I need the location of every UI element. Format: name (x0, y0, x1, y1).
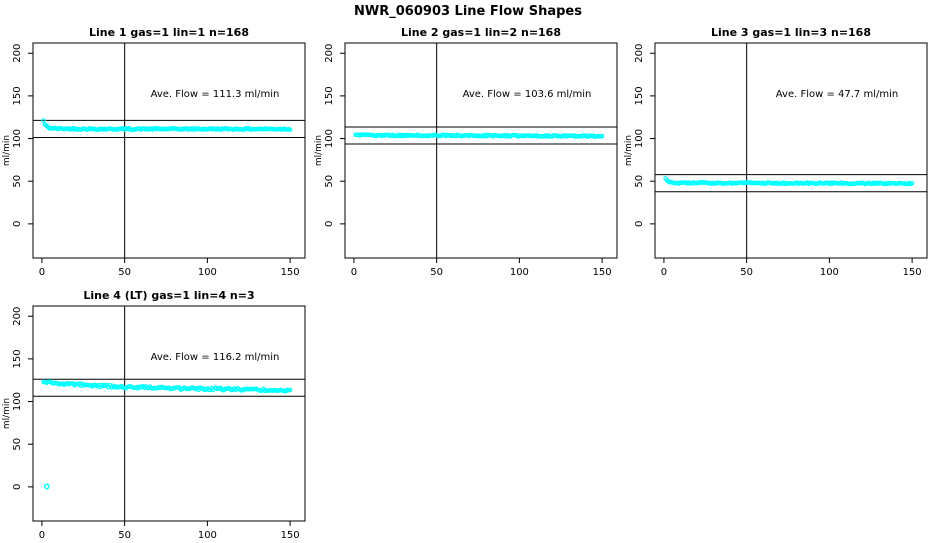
panel-title: Line 4 (LT) gas=1 lin=4 n=3 (83, 289, 254, 302)
y-tick-label: 0 (634, 221, 645, 227)
y-tick-label: 150 (12, 349, 23, 368)
avg-flow-label: Ave. Flow = 111.3 ml/min (151, 89, 280, 100)
panel-1-chart: Line 1 gas=1 lin=1 n=168 0 50 100 150 0 50 100 1… (2, 26, 306, 278)
x-tick-label: 150 (593, 267, 612, 278)
panel-2-chart: Line 2 gas=1 lin=2 n=168 0 50 100 150 0 50 100 1… (314, 26, 618, 278)
x-tick-label: 100 (820, 267, 839, 278)
panel-title: Line 2 gas=1 lin=2 n=168 (401, 26, 561, 39)
y-tick-label: 100 (12, 392, 23, 411)
y-axis-label: ml/min (2, 135, 12, 166)
avg-flow-label: Ave. Flow = 47.7 ml/min (776, 89, 898, 100)
x-tick-label: 0 (661, 267, 667, 278)
x-tick-label: 150 (281, 267, 300, 278)
y-tick-label: 50 (324, 175, 335, 188)
x-tick-label: 100 (510, 267, 529, 278)
y-tick-label: 200 (12, 44, 23, 63)
page-title: NWR_060903 Line Flow Shapes (354, 4, 582, 19)
y-axis-label: ml/min (624, 135, 634, 166)
panel-4-chart: Line 4 (LT) gas=1 lin=4 n=3 0 50 100 150 0 50 1… (2, 289, 306, 541)
y-tick-label: 200 (634, 44, 645, 63)
y-tick-label: 150 (634, 86, 645, 105)
panel-title: Line 3 gas=1 lin=3 n=168 (711, 26, 871, 39)
x-tick-label: 100 (198, 530, 217, 541)
data-point (287, 127, 293, 133)
x-tick-label: 50 (118, 530, 131, 541)
y-tick-label: 50 (12, 438, 23, 451)
y-tick-label: 200 (12, 307, 23, 326)
y-tick-label: 50 (12, 175, 23, 188)
x-tick-label: 100 (198, 267, 217, 278)
data-point (41, 118, 46, 123)
panel-title: Line 1 gas=1 lin=1 n=168 (89, 26, 249, 39)
y-tick-label: 150 (12, 86, 23, 105)
y-tick-label: 150 (324, 86, 335, 105)
x-tick-label: 50 (118, 267, 131, 278)
plot-frame (32, 305, 306, 522)
plot-frame (32, 42, 306, 259)
x-tick-label: 150 (903, 267, 922, 278)
x-tick-label: 150 (281, 530, 300, 541)
y-tick-label: 100 (324, 129, 335, 148)
plot-frame (344, 42, 618, 259)
y-tick-label: 200 (324, 44, 335, 63)
y-tick-label: 0 (12, 484, 23, 490)
panel-3-chart: Line 3 gas=1 lin=3 n=168 0 50 100 150 0 50 100 1… (624, 26, 928, 278)
avg-flow-label: Ave. Flow = 103.6 ml/min (463, 89, 592, 100)
data-point (287, 387, 293, 393)
y-tick-label: 0 (12, 221, 23, 227)
y-axis-label: ml/min (314, 135, 324, 166)
y-tick-label: 0 (324, 221, 335, 227)
data-point (599, 133, 605, 139)
x-tick-label: 0 (39, 530, 45, 541)
x-tick-label: 50 (430, 267, 443, 278)
y-tick-label: 50 (634, 175, 645, 188)
plot-frame (654, 42, 928, 259)
outlier-point (43, 483, 50, 490)
avg-flow-label: Ave. Flow = 116.2 ml/min (151, 352, 280, 363)
y-axis-label: ml/min (2, 398, 12, 429)
y-tick-label: 100 (12, 129, 23, 148)
x-tick-label: 0 (351, 267, 357, 278)
x-tick-label: 50 (740, 267, 753, 278)
data-point (909, 180, 915, 186)
y-tick-label: 100 (634, 129, 645, 148)
x-tick-label: 0 (39, 267, 45, 278)
